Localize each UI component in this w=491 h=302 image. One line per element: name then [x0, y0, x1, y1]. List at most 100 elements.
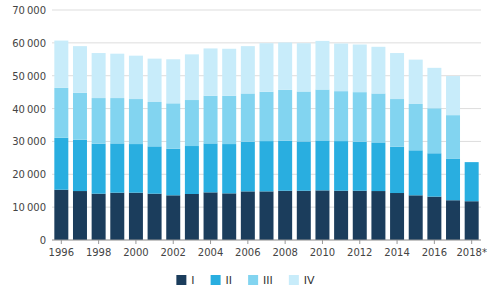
bar-segment — [446, 200, 460, 240]
x-tick — [471, 240, 472, 244]
bar-segment — [185, 100, 199, 146]
bar-segment — [315, 140, 329, 190]
bar-segment — [166, 59, 180, 103]
bar-segment — [371, 142, 385, 191]
bar-segment — [297, 141, 311, 190]
y-tick-label: 10 000 — [12, 202, 46, 213]
y-tick-label: 70 000 — [12, 5, 46, 16]
x-tick — [247, 240, 248, 244]
bar-segment — [353, 191, 367, 240]
legend: IIIIIIIV — [176, 274, 315, 287]
bar-segment — [110, 54, 124, 98]
legend-label: II — [226, 274, 233, 287]
y-tick-label: 50 000 — [12, 71, 46, 82]
bar-segment — [54, 138, 68, 190]
bar-segment — [297, 191, 311, 240]
x-tick-label: 2008 — [272, 247, 297, 258]
bar-segment — [465, 162, 479, 201]
bar-segment — [353, 92, 367, 142]
bar-segment — [409, 150, 423, 195]
bar-segment — [148, 102, 162, 146]
bar-segment — [278, 90, 292, 141]
bar-segment — [73, 46, 87, 93]
x-tick-label: 2002 — [161, 247, 186, 258]
x-tick-label: 2004 — [198, 247, 223, 258]
bar-segment — [315, 41, 329, 90]
bar-segment — [260, 141, 274, 191]
bar-segment — [166, 103, 180, 148]
bar-segment — [371, 191, 385, 240]
bar-segment — [446, 159, 460, 201]
bar-segment — [54, 88, 68, 138]
bar-segment — [278, 43, 292, 90]
x-tick — [210, 240, 211, 244]
bar-segment — [73, 191, 87, 240]
bar-segment — [241, 142, 255, 192]
bar-segment — [241, 93, 255, 141]
bar-segment — [129, 56, 143, 99]
bar-segment — [129, 193, 143, 240]
y-tick-label: 20 000 — [12, 169, 46, 180]
x-tick — [285, 240, 286, 244]
bar-segment — [166, 195, 180, 240]
legend-label: III — [263, 274, 273, 287]
x-tick-label: 2014 — [384, 247, 409, 258]
grid-line — [52, 240, 481, 241]
bar-segment — [54, 190, 68, 240]
bar-segment — [390, 53, 404, 99]
bar-segment — [204, 96, 218, 144]
bar-segment — [185, 146, 199, 194]
legend-swatch — [248, 275, 258, 285]
bar-segment — [278, 191, 292, 240]
bar-segment — [92, 98, 106, 144]
bar-segment — [92, 144, 106, 194]
bar-segment — [315, 190, 329, 240]
x-tick-label: 2010 — [310, 247, 335, 258]
legend-swatch — [289, 275, 299, 285]
bar-segment — [260, 191, 274, 240]
bar-segment — [185, 54, 199, 100]
bar-segment — [92, 194, 106, 240]
x-tick-label: 2018* — [456, 247, 486, 258]
bar-segment — [278, 141, 292, 191]
x-tick — [397, 240, 398, 244]
chart: 010 00020 00030 00040 00050 00060 00070 … — [0, 0, 491, 302]
bar-segment — [204, 192, 218, 240]
bar-segment — [92, 53, 106, 98]
bar-segment — [260, 92, 274, 141]
bar-segment — [110, 193, 124, 240]
bar-segment — [222, 96, 236, 144]
bar-segment — [371, 93, 385, 142]
bar-segment — [465, 162, 479, 163]
x-tick — [434, 240, 435, 244]
x-tick — [61, 240, 62, 244]
y-tick-label: 40 000 — [12, 104, 46, 115]
bar-segment — [185, 194, 199, 240]
bar-segment — [446, 76, 460, 115]
bar-segment — [353, 142, 367, 191]
bar-segment — [148, 59, 162, 102]
bar-segment — [222, 49, 236, 96]
bar-segment — [166, 149, 180, 196]
bar-segment — [427, 197, 441, 240]
bar-segment — [73, 140, 87, 191]
bar-segment — [148, 194, 162, 240]
bar-segment — [427, 68, 441, 108]
legend-label: IV — [304, 274, 315, 287]
x-tick — [359, 240, 360, 244]
bar-segment — [409, 60, 423, 104]
bar-segment — [110, 143, 124, 192]
x-tick — [135, 240, 136, 244]
x-tick-label: 1996 — [49, 247, 74, 258]
bar-segment — [241, 46, 255, 93]
bars — [54, 41, 478, 240]
x-tick — [98, 240, 99, 244]
y-tick-label: 60 000 — [12, 38, 46, 49]
bar-segment — [110, 98, 124, 143]
x-tick-label: 2012 — [347, 247, 372, 258]
legend-swatch — [176, 275, 186, 285]
bar-segment — [129, 99, 143, 144]
x-tick — [322, 240, 323, 244]
bar-segment — [390, 193, 404, 240]
x-axis-line — [52, 240, 481, 241]
